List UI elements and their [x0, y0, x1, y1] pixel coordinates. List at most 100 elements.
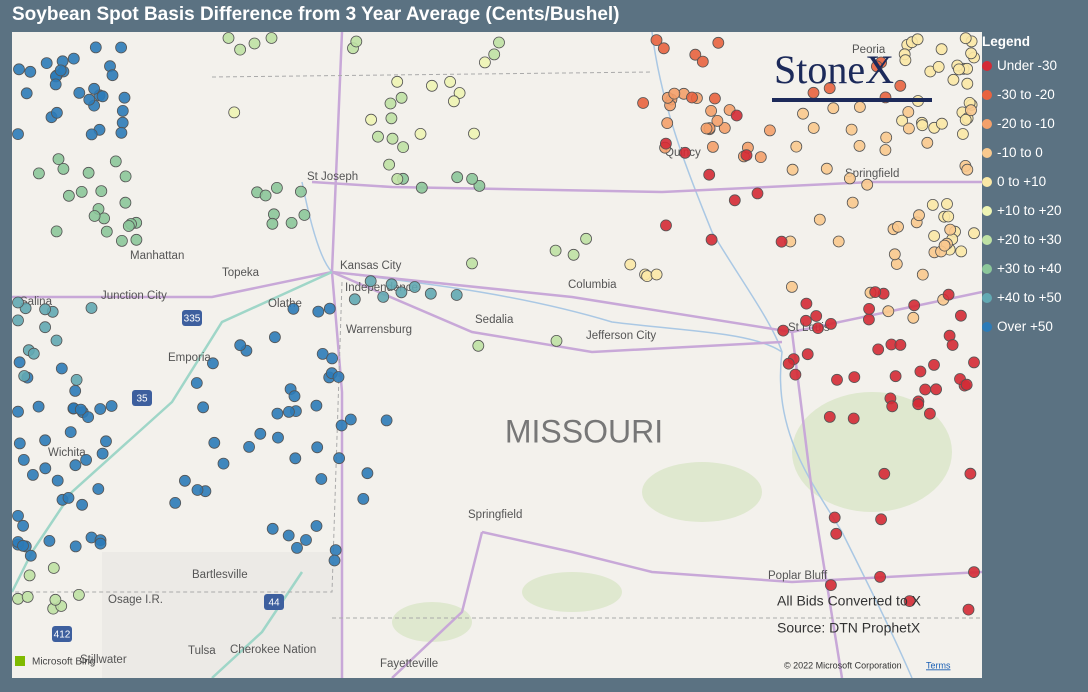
- bid-dot: [807, 122, 820, 134]
- bid-dot: [82, 411, 94, 424]
- legend-label: +30 to +40: [997, 261, 1062, 276]
- bid-dot: [178, 474, 191, 487]
- bid-dot: [800, 314, 812, 327]
- legend-item[interactable]: -10 to 0: [982, 138, 1088, 167]
- bid-dot: [13, 63, 25, 76]
- bid-dot: [300, 534, 312, 546]
- bid-dot: [473, 179, 486, 192]
- bid-dot: [831, 373, 843, 386]
- bid-dot: [797, 107, 809, 120]
- place-label: Stillwater: [80, 654, 127, 666]
- legend-item[interactable]: -30 to -20: [982, 80, 1088, 109]
- bid-dot: [316, 347, 329, 360]
- bid-dot: [50, 225, 63, 238]
- bid-dot: [425, 79, 438, 92]
- bid-dot: [650, 268, 663, 281]
- terms-link[interactable]: Terms: [926, 660, 951, 670]
- bid-dot: [118, 91, 131, 104]
- bid-dot: [39, 462, 52, 475]
- legend-swatch: [982, 205, 992, 216]
- bid-dot: [312, 305, 325, 318]
- bid-dot: [96, 447, 109, 460]
- bid-dot: [106, 69, 119, 82]
- bid-dot: [115, 41, 127, 54]
- legend-label: -10 to 0: [997, 145, 1043, 160]
- map: MISSOURI St Joseph Manhattan Topeka Kansas …: [12, 32, 982, 678]
- bid-dot: [222, 32, 235, 44]
- bid-dot: [846, 196, 859, 209]
- legend-item[interactable]: Over +50: [982, 312, 1088, 341]
- bid-dot: [386, 132, 399, 145]
- bid-dot: [899, 54, 912, 67]
- bid-dot: [43, 534, 56, 547]
- bid-dot: [936, 117, 948, 130]
- bid-dot: [968, 227, 980, 240]
- bid-dot: [415, 181, 428, 194]
- bid-dot: [875, 513, 887, 526]
- legend-label: +20 to +30: [997, 232, 1062, 247]
- bid-dot: [94, 403, 107, 415]
- bid-dot: [657, 42, 670, 55]
- bid-dot: [32, 167, 45, 180]
- place-label: Wichita: [48, 447, 86, 459]
- title: Soybean Spot Basis Difference from 3 Yea…: [12, 4, 620, 25]
- bid-dot: [468, 127, 480, 140]
- bid-dot: [109, 155, 122, 168]
- place-label: Fayetteville: [380, 658, 438, 670]
- bid-dot: [285, 216, 298, 229]
- bid-dot: [777, 324, 790, 337]
- legend-item[interactable]: +10 to +20: [982, 196, 1088, 225]
- bid-dot: [282, 529, 295, 542]
- legend-item[interactable]: 0 to +10: [982, 167, 1088, 196]
- legend-item[interactable]: +40 to +50: [982, 283, 1088, 312]
- bid-dot: [197, 401, 210, 414]
- place-label: Columbia: [568, 279, 617, 291]
- place-label: Manhattan: [130, 250, 184, 262]
- bid-dot: [294, 185, 307, 198]
- bid-dot: [18, 370, 31, 382]
- bid-dot: [928, 230, 940, 242]
- bid-dot: [650, 34, 663, 47]
- bid-dot: [51, 474, 64, 487]
- legend-swatch: [982, 321, 992, 332]
- bid-dot: [947, 73, 960, 86]
- bid-dot: [953, 63, 965, 76]
- bid-dot: [348, 293, 361, 306]
- bid-dot: [889, 370, 902, 383]
- legend-item[interactable]: Under -30: [982, 51, 1088, 80]
- bid-dot: [333, 452, 346, 465]
- bid-dot: [718, 122, 731, 134]
- legend-item[interactable]: -20 to -10: [982, 109, 1088, 138]
- bid-dot: [959, 32, 972, 45]
- bid-dot: [913, 209, 925, 222]
- bid-dot: [208, 436, 221, 449]
- bid-dot: [377, 290, 390, 303]
- bid-dot: [62, 491, 75, 504]
- legend-label: -20 to -10: [997, 116, 1055, 131]
- bid-dot: [424, 287, 437, 300]
- bid-dot: [51, 106, 63, 119]
- bid-dot: [888, 248, 901, 261]
- bid-dot: [828, 511, 841, 524]
- bid-dot: [451, 171, 464, 184]
- bid-dot: [890, 258, 903, 270]
- bid-dot: [880, 131, 893, 144]
- bid-dot: [825, 317, 837, 330]
- bid-dot: [845, 123, 858, 136]
- bid-dot: [903, 595, 916, 607]
- place-label: Tulsa: [188, 645, 216, 657]
- legend-item[interactable]: +20 to +30: [982, 225, 1088, 254]
- bid-dot: [886, 400, 899, 413]
- bid-dot: [49, 78, 62, 91]
- legend-swatch: [982, 263, 992, 274]
- place-label: Topeka: [222, 267, 260, 279]
- highway-shield: [132, 390, 152, 406]
- bid-dot: [83, 93, 96, 106]
- bid-dot: [100, 225, 113, 238]
- bid-dot: [959, 114, 972, 126]
- bid-dot: [47, 562, 60, 574]
- legend-item[interactable]: +30 to +40: [982, 254, 1088, 283]
- bid-dot: [329, 544, 342, 556]
- bid-dot: [74, 403, 87, 416]
